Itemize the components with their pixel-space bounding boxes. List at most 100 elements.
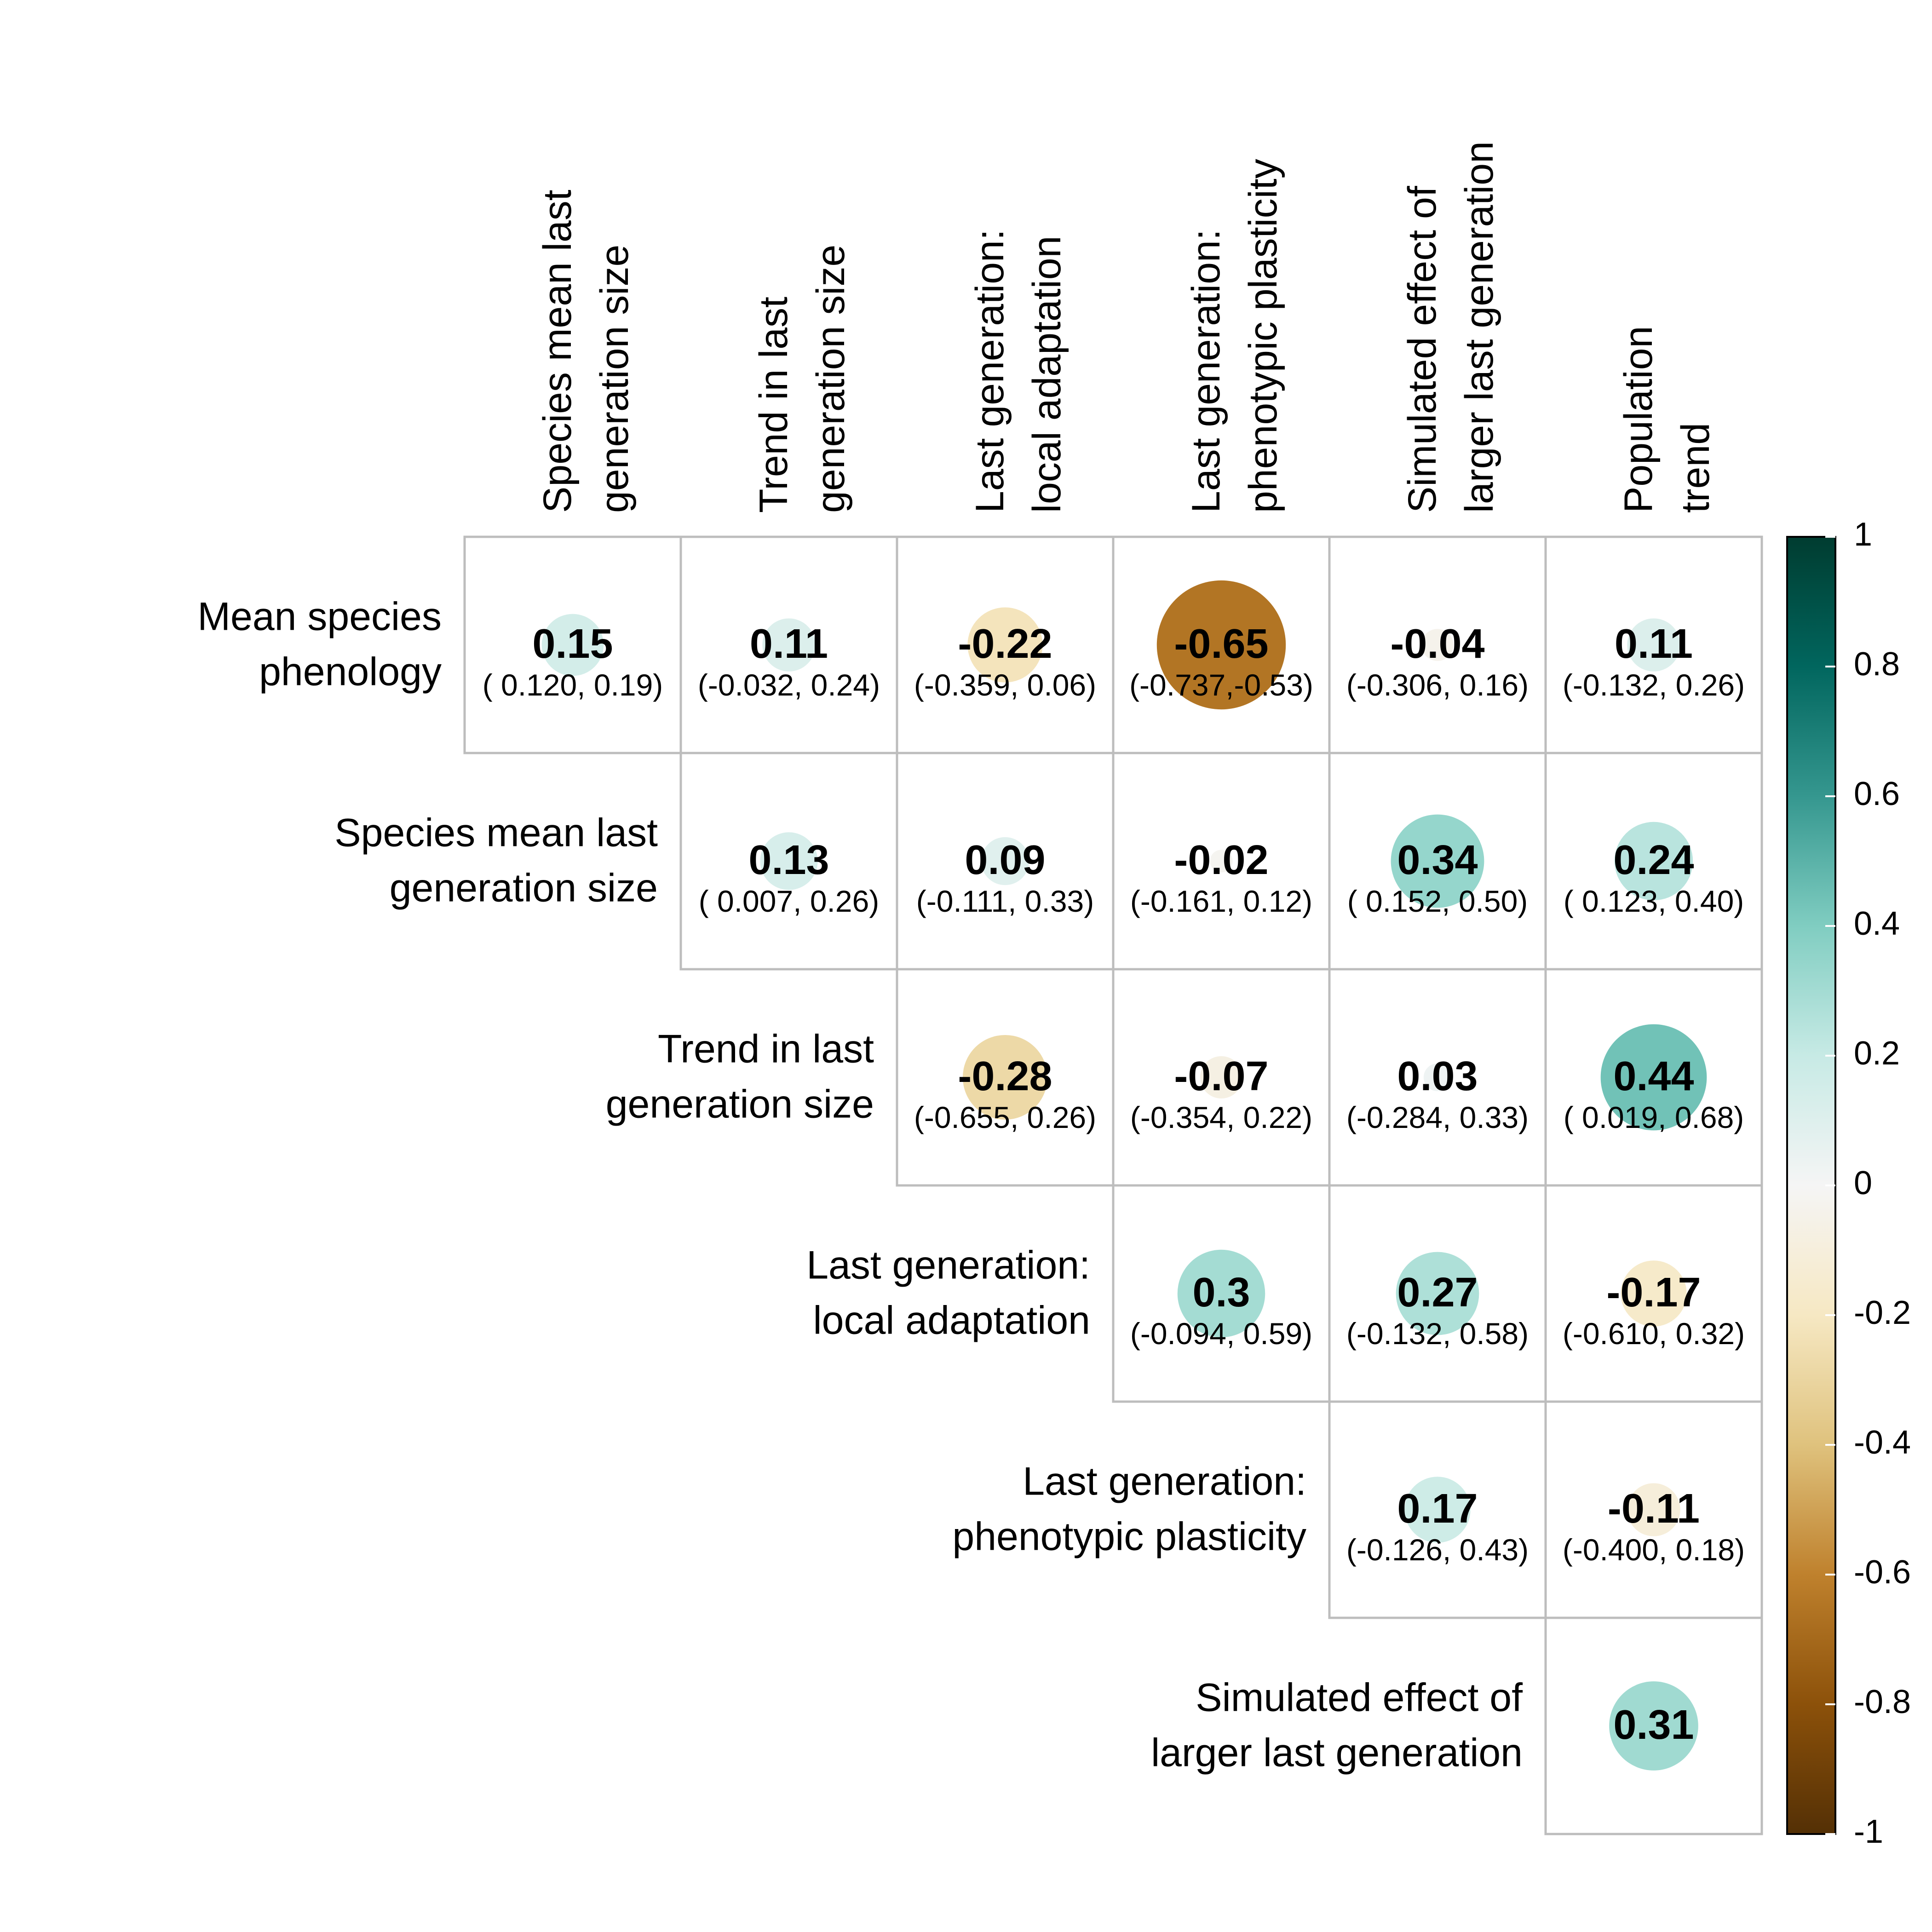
column-label-line: generation size	[592, 245, 637, 513]
correlation-circle	[1627, 1483, 1680, 1536]
correlation-circle	[962, 1035, 1048, 1120]
correlation-cell: 0.44( 0.019, 0.68)	[1564, 1024, 1744, 1134]
correlation-cell: 0.15( 0.120, 0.19)	[483, 614, 663, 702]
correlation-value: 0.13	[748, 837, 829, 883]
column-label-line: Species mean last	[535, 190, 580, 513]
row-label-line: local adaptation	[813, 1299, 1090, 1343]
correlation-value: 0.31	[1613, 1702, 1694, 1748]
row-label-line: generation size	[606, 1082, 874, 1127]
correlation-circle	[1210, 850, 1233, 873]
correlation-cell: 0.31	[1609, 1681, 1698, 1771]
column-label-line: Trend in last	[752, 297, 796, 513]
colorbar-tick-label: 0.2	[1854, 1035, 1900, 1072]
correlation-value: 0.24	[1613, 837, 1694, 883]
column-label-line: local adaptation	[1025, 236, 1069, 513]
row-label: Last generation: phenotypic plasticity	[952, 1460, 1306, 1559]
correlation-circle	[967, 607, 1043, 683]
correlation-cell: 0.13( 0.007, 0.26)	[699, 832, 880, 918]
row-label-line: Last generation:	[806, 1243, 1090, 1288]
correlation-value: 0.34	[1397, 837, 1478, 883]
column-label-line: trend	[1673, 423, 1718, 513]
correlation-value: 0.27	[1397, 1270, 1478, 1316]
row-label-line: phenology	[259, 650, 442, 694]
correlation-circle	[1177, 1249, 1265, 1338]
confidence-interval: (-0.111, 0.33)	[916, 884, 1094, 918]
correlation-value: 0.44	[1613, 1053, 1694, 1099]
confidence-interval: (-0.400, 0.18)	[1563, 1533, 1745, 1567]
confidence-interval: (-0.132, 0.26)	[1563, 668, 1745, 702]
confidence-interval: (-0.126, 0.43)	[1346, 1533, 1529, 1567]
colorbar-tick-label: 0.4	[1854, 905, 1900, 942]
correlation-value: 0.15	[532, 621, 613, 667]
colorbar-tick-label: -0.4	[1854, 1424, 1911, 1461]
column-labels: Species mean last generation size Trend in…	[535, 141, 1718, 513]
row-label: Species mean last generation size	[334, 811, 658, 910]
colorbar-tick-label: 0.6	[1854, 776, 1900, 812]
correlation-cell: -0.22(-0.359, 0.06)	[914, 607, 1096, 702]
correlation-circle	[1396, 1252, 1479, 1335]
correlation-circle	[1421, 629, 1454, 661]
row-label-line: Simulated effect of	[1196, 1676, 1523, 1720]
correlation-value: -0.02	[1174, 837, 1268, 883]
confidence-interval: (-0.306, 0.16)	[1346, 668, 1529, 702]
correlation-cell: 0.27(-0.132, 0.58)	[1346, 1252, 1529, 1351]
correlation-circle	[1156, 580, 1286, 710]
colorbar-tick-label: -0.8	[1854, 1684, 1911, 1720]
row-label-line: Trend in last	[658, 1027, 874, 1071]
row-label-line: Species mean last	[334, 811, 658, 855]
row-label-line: generation size	[390, 866, 658, 910]
correlation-value: -0.11	[1608, 1486, 1700, 1532]
column-label-line: generation size	[809, 245, 853, 513]
correlation-cell: -0.07(-0.354, 0.22)	[1130, 1053, 1312, 1134]
correlation-cell: -0.65(-0.737,-0.53)	[1129, 580, 1313, 710]
confidence-interval: (-0.132, 0.58)	[1346, 1317, 1529, 1351]
correlation-cell: 0.34( 0.152, 0.50)	[1347, 814, 1528, 918]
confidence-interval: (-0.737,-0.53)	[1129, 668, 1313, 702]
correlation-cell: -0.04(-0.306, 0.16)	[1346, 621, 1529, 702]
correlation-cells: 0.15( 0.120, 0.19)0.11(-0.032, 0.24)-0.2…	[483, 580, 1745, 1771]
column-label-line: Population	[1616, 326, 1661, 513]
grid-cell	[1544, 1616, 1763, 1835]
colorbar-tick-label: 0	[1854, 1165, 1872, 1202]
correlation-circle	[1600, 1024, 1707, 1131]
column-label-line: Simulated effect of	[1400, 185, 1444, 513]
colorbar-tick-label: -0.6	[1854, 1554, 1911, 1591]
confidence-interval: (-0.359, 0.06)	[914, 668, 1096, 702]
column-label-line: larger last generation	[1457, 141, 1501, 513]
row-label-line: Last generation:	[1023, 1460, 1306, 1504]
row-label-line: Mean species	[197, 595, 442, 639]
row-label: Mean species phenology	[197, 595, 442, 694]
correlation-value: -0.28	[958, 1053, 1052, 1099]
row-labels: Mean species phenology Species mean last ge…	[197, 595, 1523, 1775]
correlation-circle	[1609, 1681, 1698, 1771]
row-label-line: larger last generation	[1151, 1731, 1523, 1775]
correlation-value: 0.11	[1615, 621, 1693, 667]
colorbar-tick-label: 0.8	[1854, 646, 1900, 683]
correlation-circle	[1404, 1477, 1471, 1543]
confidence-interval: ( 0.007, 0.26)	[699, 884, 880, 918]
correlation-cell: 0.3(-0.094, 0.59)	[1130, 1249, 1312, 1351]
correlation-value: 0.03	[1397, 1053, 1478, 1099]
row-label: Last generation: local adaptation	[806, 1243, 1090, 1343]
row-label-line: phenotypic plasticity	[952, 1515, 1306, 1559]
colorbar-tick-label: -0.2	[1854, 1294, 1911, 1331]
correlation-circle	[1614, 822, 1693, 901]
column-label-line: phenotypic plasticity	[1241, 159, 1285, 513]
correlation-value: 0.11	[750, 621, 828, 667]
correlation-value: 0.3	[1192, 1270, 1250, 1316]
confidence-interval: ( 0.123, 0.40)	[1564, 884, 1744, 918]
row-label: Trend in last generation size	[606, 1027, 874, 1127]
column-label: Last generation: phenotypic plasticity	[1184, 159, 1285, 513]
correlation-cell: -0.28(-0.655, 0.26)	[914, 1035, 1096, 1134]
correlation-value: -0.22	[958, 621, 1052, 667]
column-label: Trend in last generation size	[752, 245, 853, 513]
correlation-circle	[1200, 1056, 1243, 1099]
confidence-interval: (-0.610, 0.32)	[1563, 1317, 1745, 1351]
confidence-interval: (-0.094, 0.59)	[1130, 1317, 1312, 1351]
correlation-cell: -0.11(-0.400, 0.18)	[1563, 1483, 1745, 1567]
confidence-interval: ( 0.120, 0.19)	[483, 668, 663, 702]
correlation-cell: 0.11(-0.132, 0.26)	[1563, 618, 1745, 702]
correlation-value: 0.09	[965, 837, 1045, 883]
correlation-circle	[762, 618, 816, 672]
confidence-interval: (-0.354, 0.22)	[1130, 1100, 1312, 1134]
